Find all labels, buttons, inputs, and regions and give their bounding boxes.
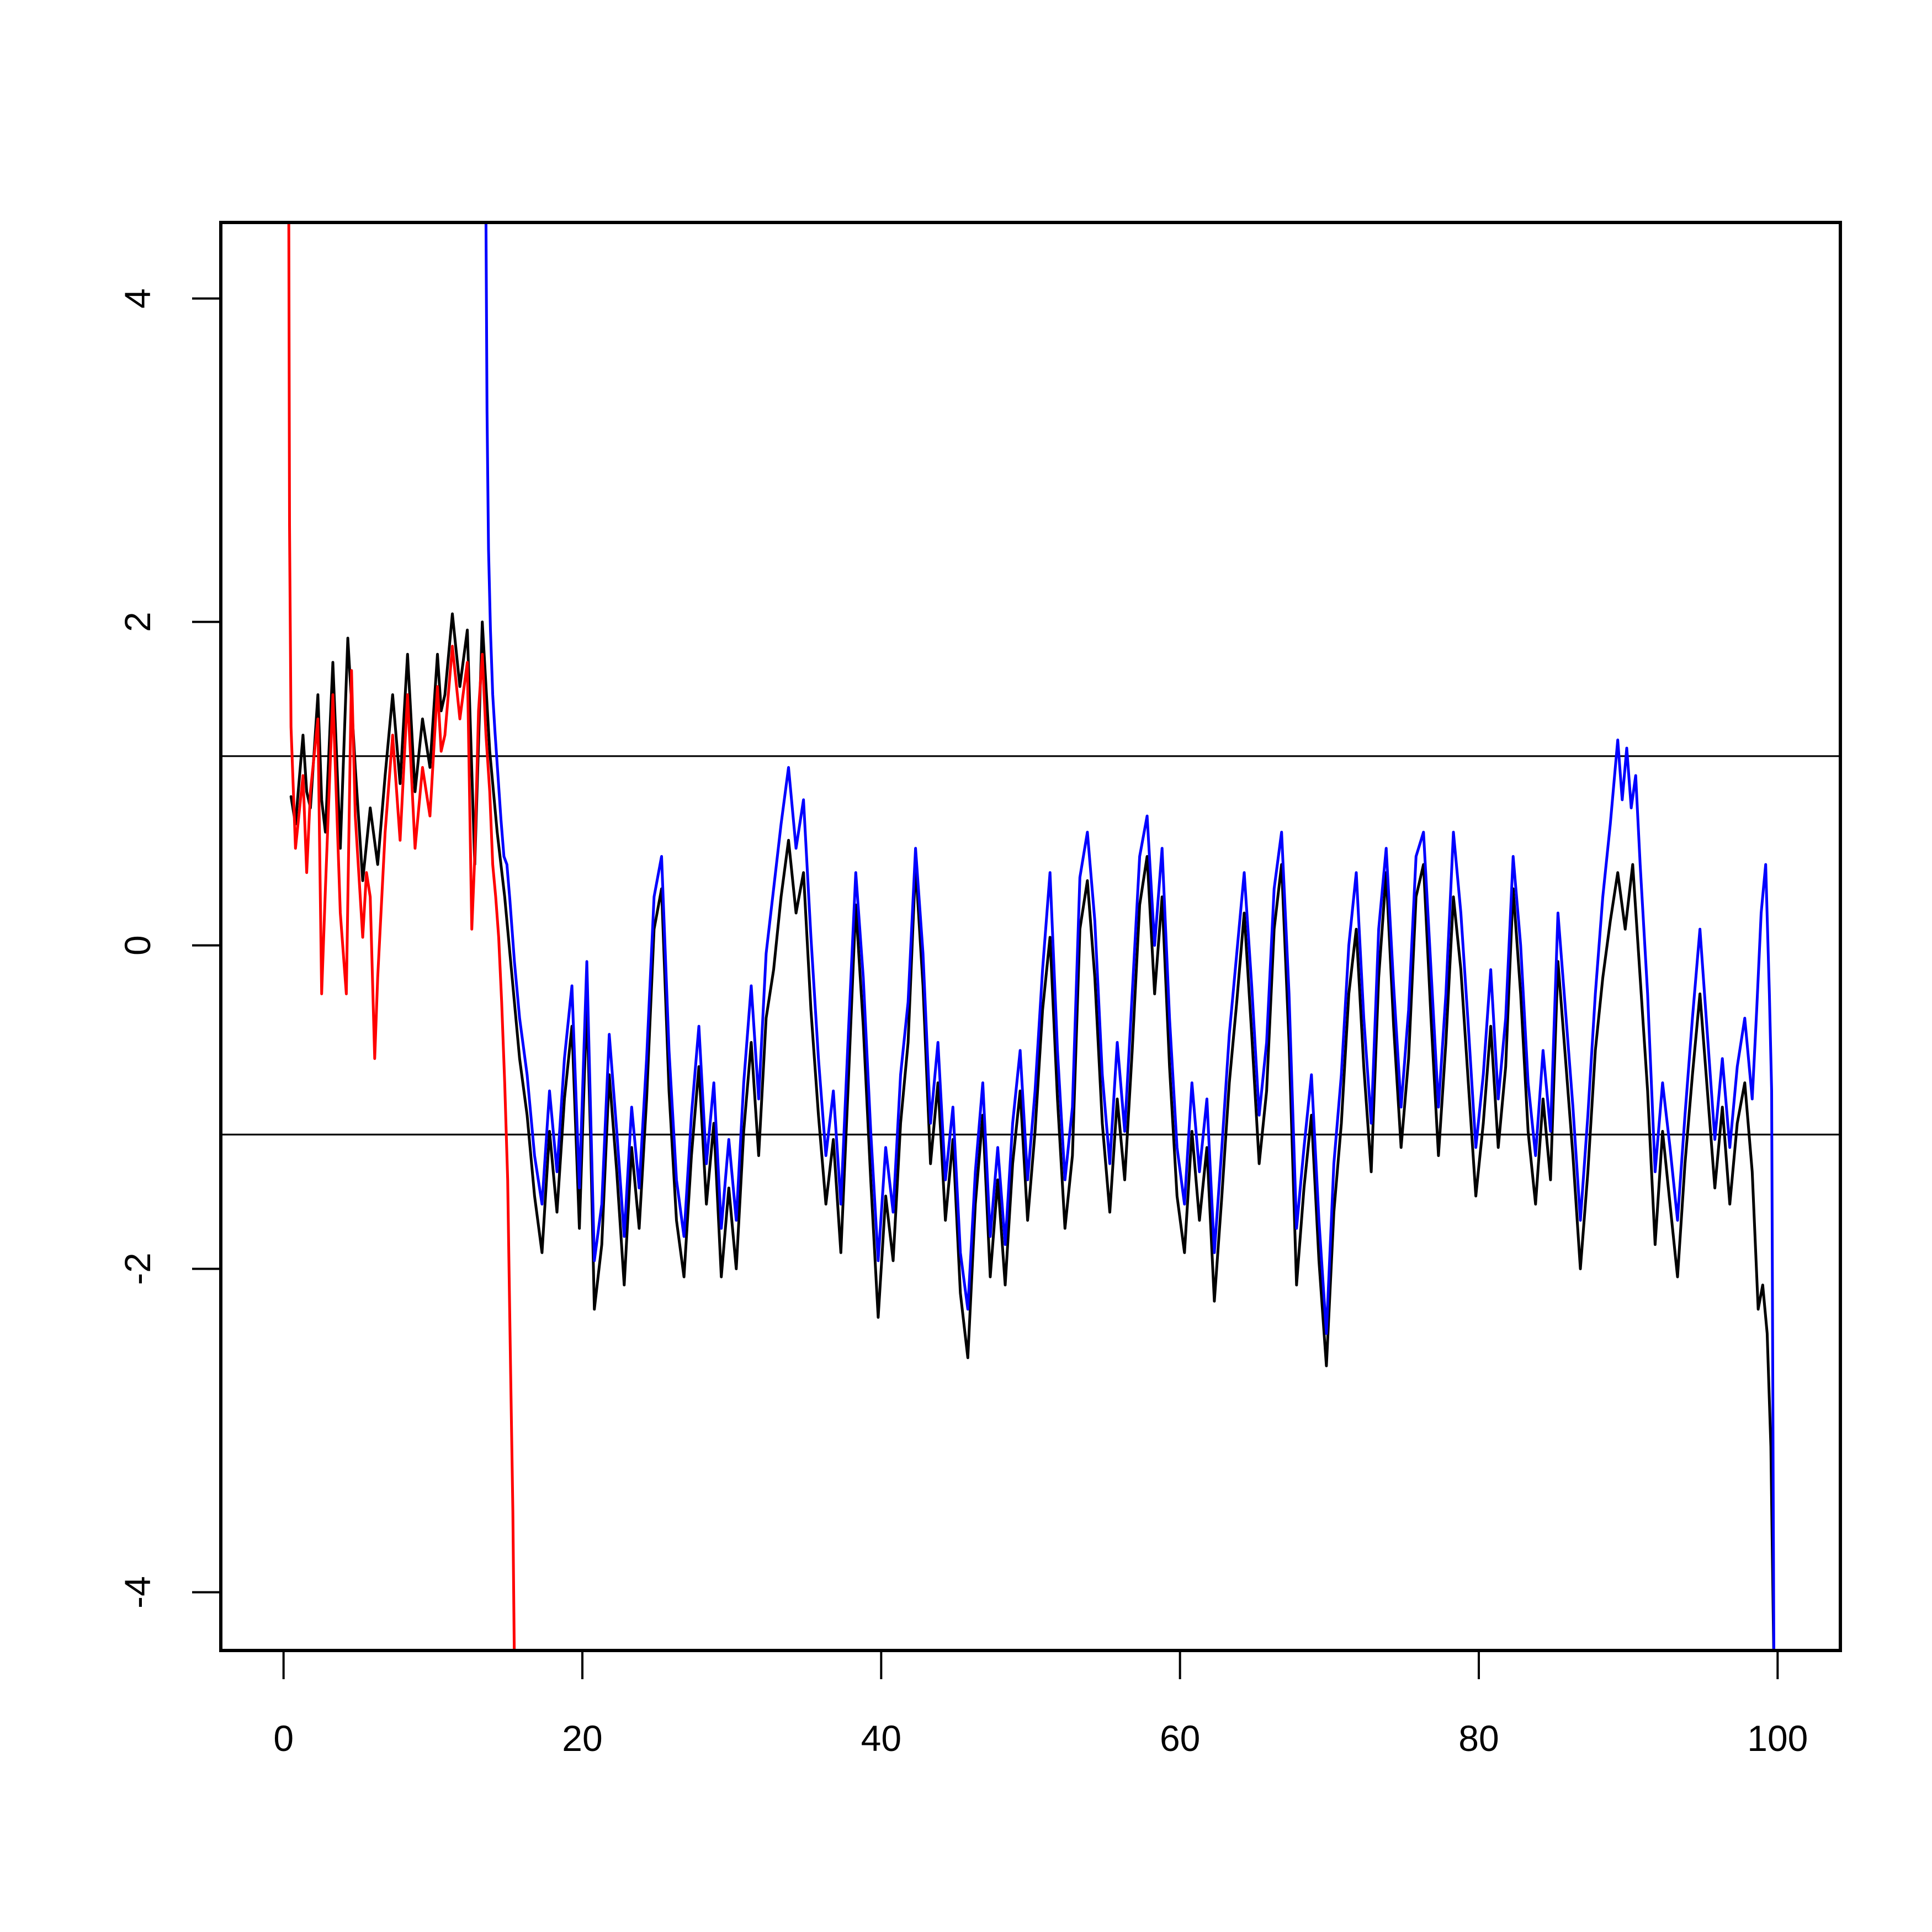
x-tick-label-20: 20 [562, 1718, 602, 1759]
x-tick-label-40: 40 [861, 1718, 901, 1759]
blue-series-line [484, 222, 1775, 1650]
y-tick-label--2: -2 [117, 1252, 158, 1285]
x-tick-label-100: 100 [1747, 1718, 1808, 1759]
y-tick-label-0: 0 [117, 935, 158, 956]
y-tick-label--4: -4 [117, 1576, 158, 1609]
x-tick-label-80: 80 [1458, 1718, 1499, 1759]
y-tick-label-2: 2 [117, 612, 158, 632]
plot-border [219, 221, 1842, 1652]
x-tick-label-0: 0 [273, 1718, 294, 1759]
red-series-line [287, 222, 516, 1650]
black-series-line [289, 612, 1775, 1650]
series-group [287, 222, 1775, 1650]
y-tick-label-4: 4 [117, 288, 158, 309]
x-tick-label-60: 60 [1160, 1718, 1200, 1759]
